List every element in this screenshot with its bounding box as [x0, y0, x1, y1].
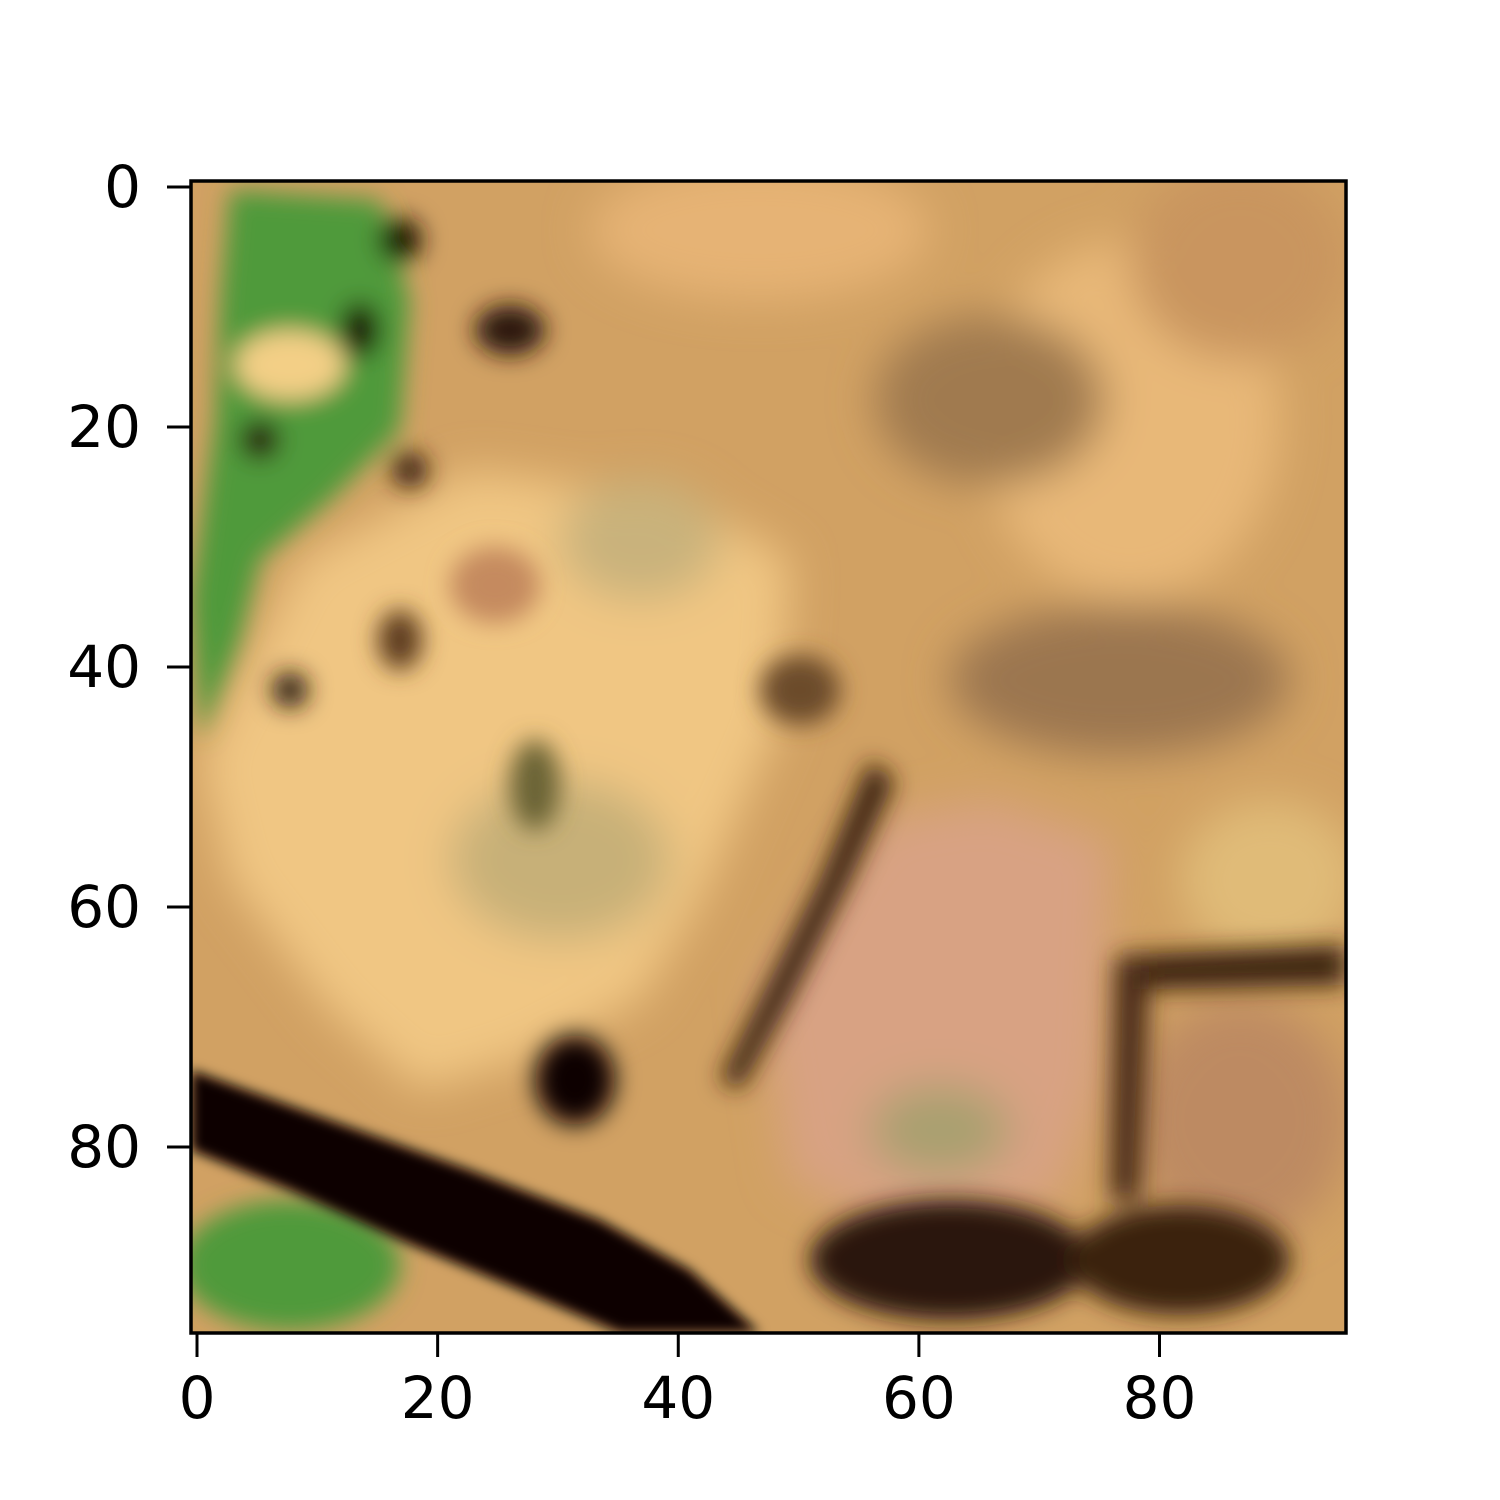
- y-tick-label: 80: [67, 1113, 141, 1181]
- y-tick-label: 40: [67, 633, 141, 701]
- axes-frame: [189, 179, 1348, 1335]
- x-tick-label: 80: [1123, 1364, 1197, 1432]
- x-tick-label: 60: [882, 1364, 956, 1432]
- x-tick-label: 0: [179, 1364, 216, 1432]
- y-tick-label: 60: [67, 873, 141, 941]
- y-tick-label: 0: [104, 153, 141, 221]
- x-tick-label: 40: [641, 1364, 715, 1432]
- x-tick-label: 20: [401, 1364, 475, 1432]
- y-axis: 0 20 40 60 80: [67, 153, 191, 1181]
- y-tick-label: 20: [67, 393, 141, 461]
- x-axis: 0 20 40 60 80: [179, 1333, 1197, 1432]
- satellite-image: [191, 181, 1346, 1333]
